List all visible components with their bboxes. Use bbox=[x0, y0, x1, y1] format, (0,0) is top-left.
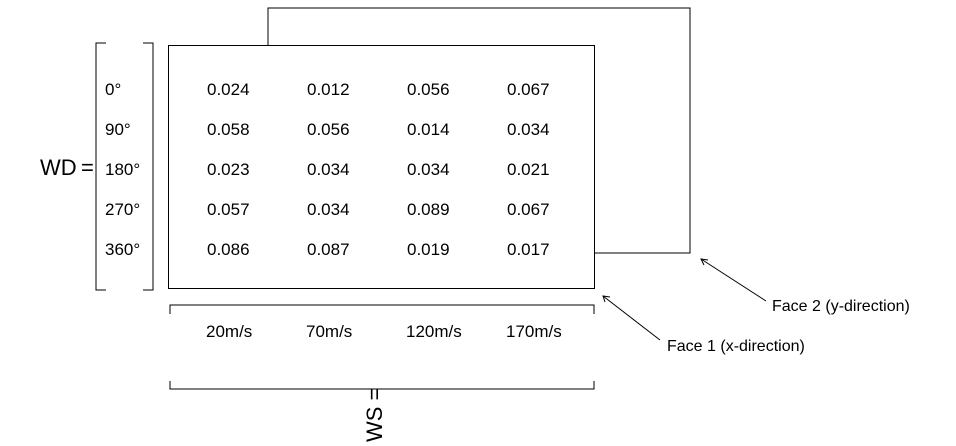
direction-label: 90° bbox=[105, 120, 131, 139]
value-cell: 0.021 bbox=[507, 160, 550, 179]
value-cell: 0.017 bbox=[507, 240, 550, 259]
face-1-label: Face 1 (x-direction) bbox=[667, 338, 805, 355]
value-cell: 0.056 bbox=[407, 80, 450, 99]
value-cell: 0.086 bbox=[207, 240, 250, 259]
value-cell: 0.034 bbox=[507, 120, 550, 139]
value-cell: 0.067 bbox=[507, 200, 550, 219]
value-cell: 0.019 bbox=[407, 240, 450, 259]
speed-label: 120m/s bbox=[406, 322, 462, 341]
direction-label: 0° bbox=[105, 80, 122, 99]
value-cell: 0.067 bbox=[507, 80, 550, 99]
value-cell: 0.023 bbox=[207, 160, 250, 179]
speed-label: 20m/s bbox=[206, 322, 253, 341]
face-1-box bbox=[168, 45, 595, 289]
wd-bracket-left bbox=[95, 42, 106, 291]
ws-label: WS = bbox=[362, 387, 387, 442]
face-1-arrow bbox=[602, 295, 661, 341]
direction-label: 270° bbox=[105, 200, 141, 219]
speed-label: 170m/s bbox=[506, 322, 562, 341]
direction-label: 360° bbox=[105, 240, 141, 259]
value-cell: 0.014 bbox=[407, 120, 450, 139]
ws-bracket-bottom bbox=[169, 381, 595, 390]
wd-bracket-right bbox=[143, 42, 154, 291]
value-cell: 0.034 bbox=[307, 160, 350, 179]
face-2-outline bbox=[267, 7, 691, 254]
speed-label: 70m/s bbox=[306, 322, 353, 341]
face-2-label: Face 2 (y-direction) bbox=[772, 298, 910, 315]
value-cell: 0.012 bbox=[307, 80, 350, 99]
wd-label: WD bbox=[40, 155, 77, 180]
face-2-arrow bbox=[700, 258, 767, 302]
value-cell: 0.034 bbox=[307, 200, 350, 219]
value-cell: 0.087 bbox=[307, 240, 350, 259]
value-cell: 0.057 bbox=[207, 200, 250, 219]
wd-equals: = bbox=[81, 155, 94, 180]
value-cell: 0.089 bbox=[407, 200, 450, 219]
value-cell: 0.058 bbox=[207, 120, 250, 139]
value-cell: 0.024 bbox=[207, 80, 250, 99]
value-cell: 0.056 bbox=[307, 120, 350, 139]
ws-bracket-top bbox=[169, 304, 595, 314]
direction-label: 180° bbox=[105, 160, 141, 179]
value-cell: 0.034 bbox=[407, 160, 450, 179]
